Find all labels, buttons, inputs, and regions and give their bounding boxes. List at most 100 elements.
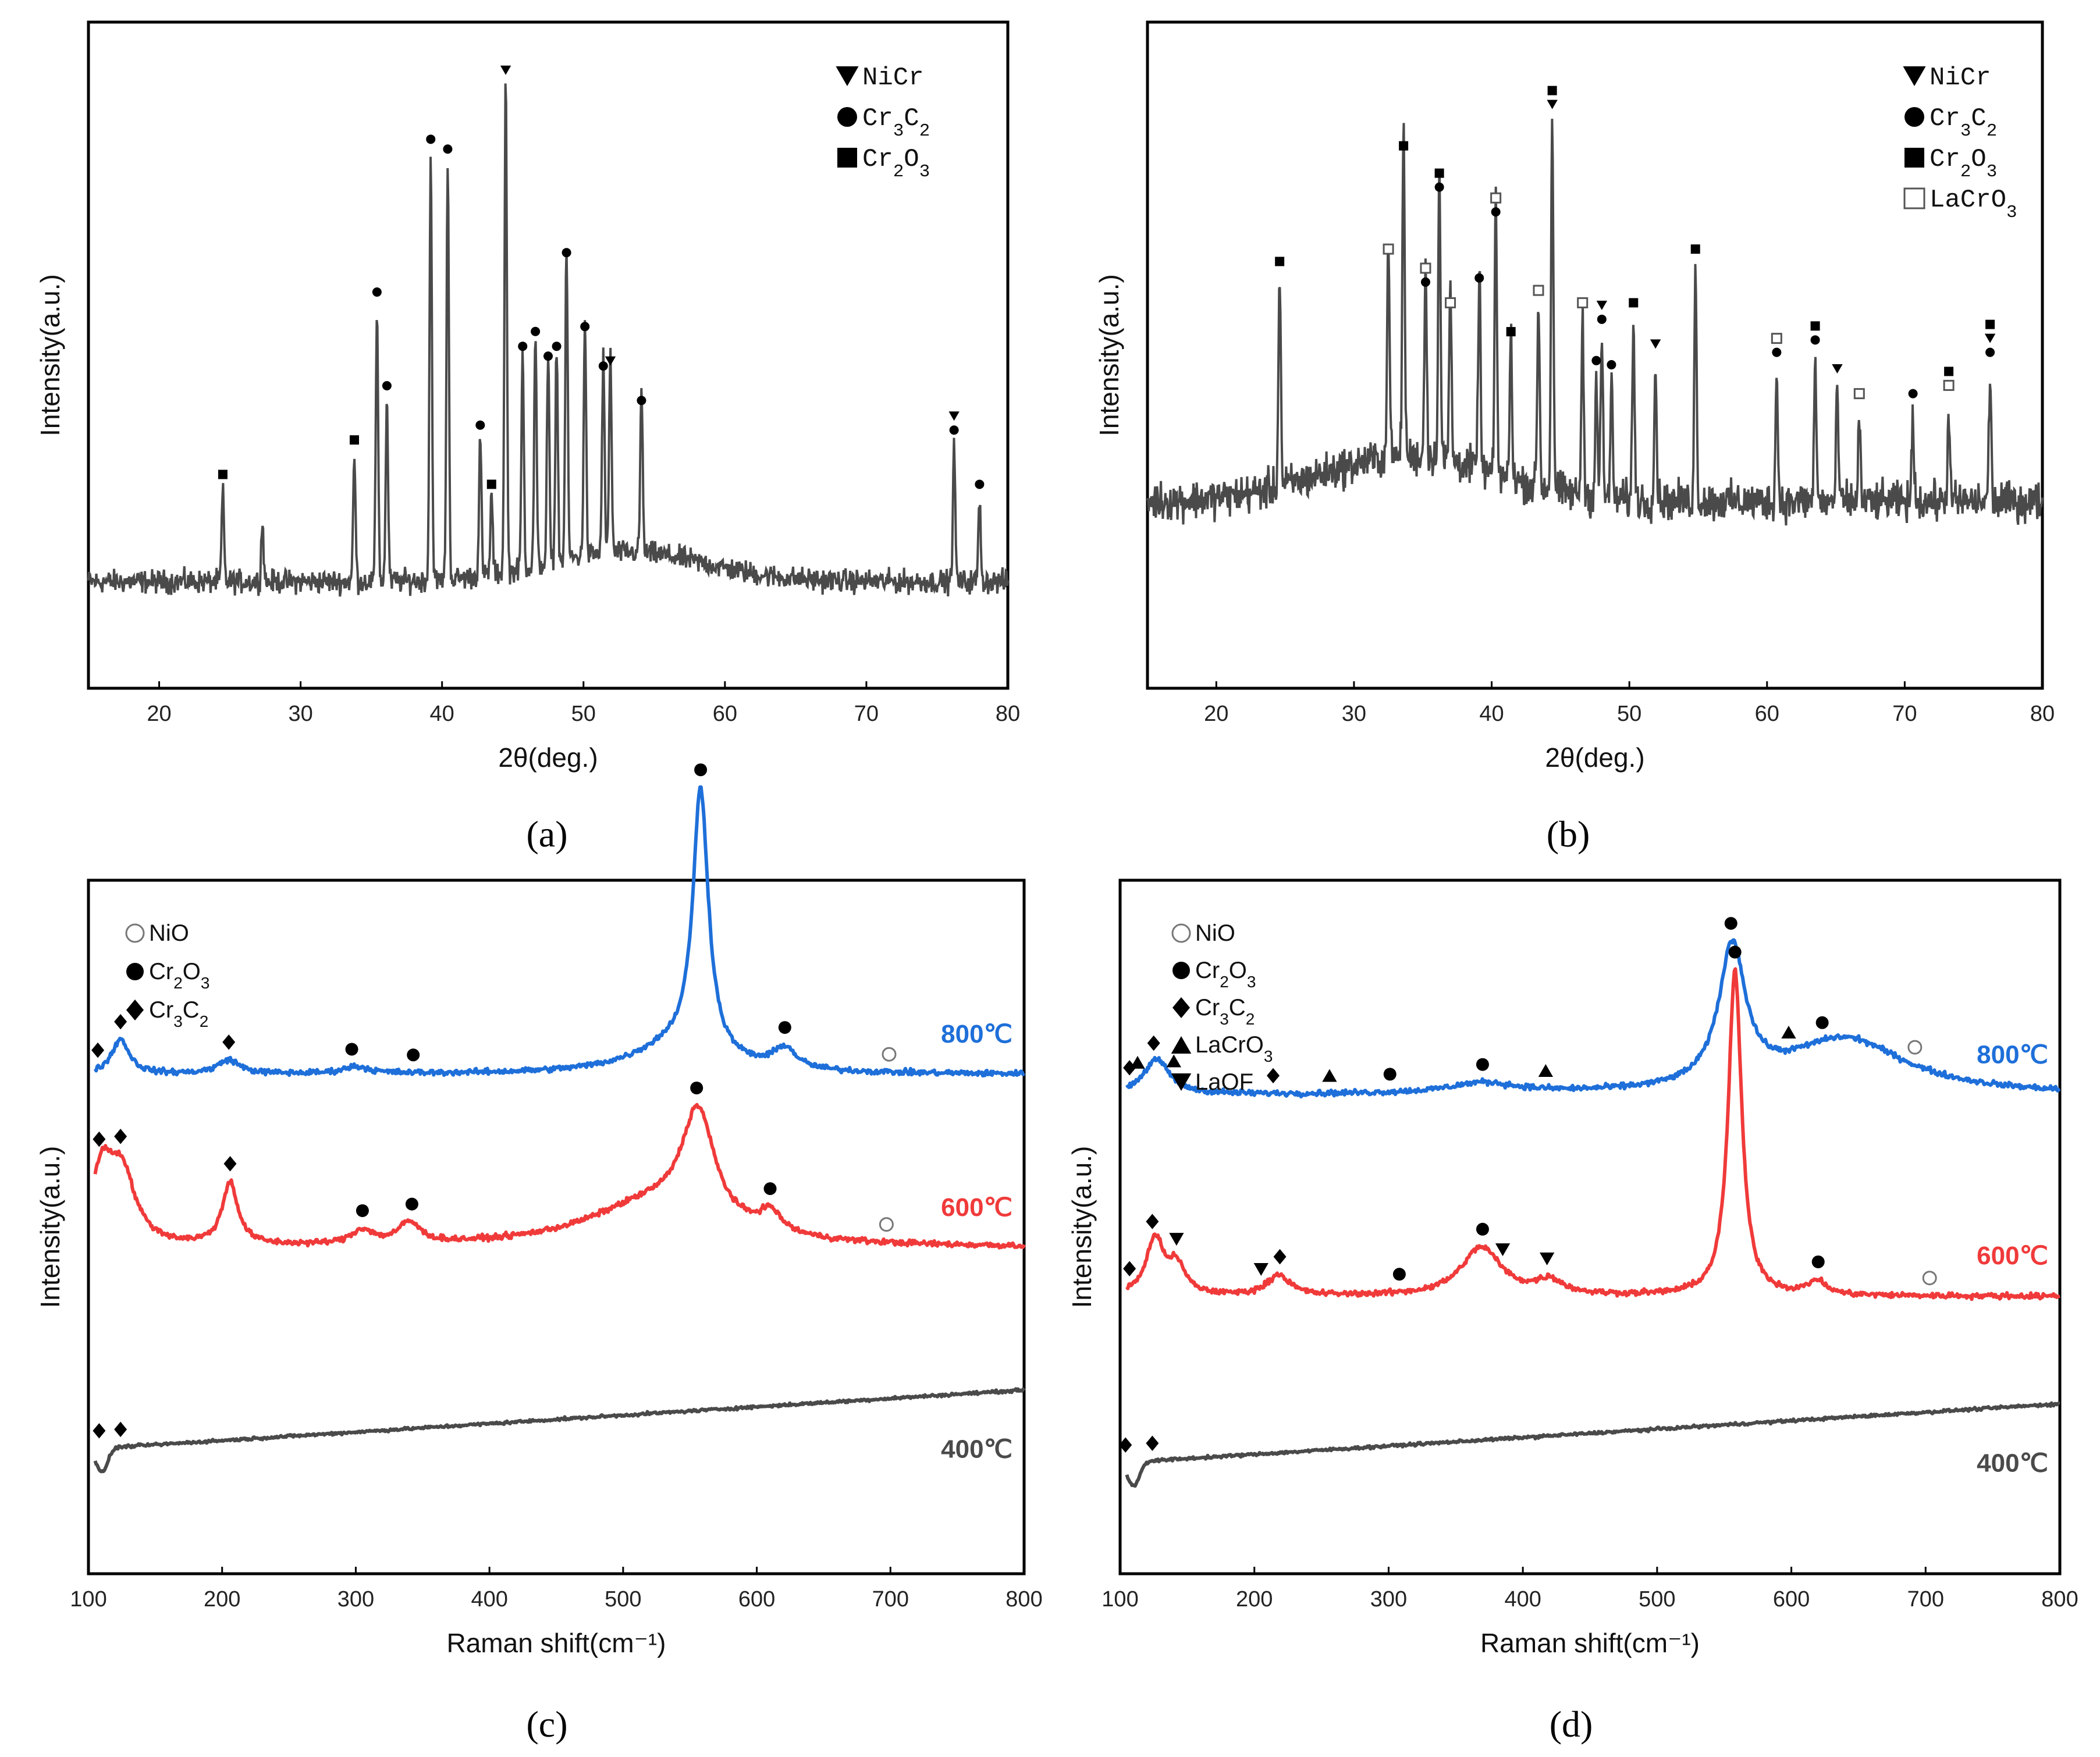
x-axis-label: 2θ(deg.)	[498, 742, 598, 773]
peak-marker-circle	[382, 380, 392, 390]
plot-frame	[87, 20, 1010, 690]
raman-marker-down-triangle	[1495, 1243, 1511, 1257]
peak-marker-square	[1810, 321, 1820, 331]
x-tick-label: 700	[1907, 1587, 1944, 1612]
legend-label: LaCrO3	[1930, 186, 2017, 223]
peak-marker-down-triangle	[1547, 99, 1558, 109]
x-tick-label: 80	[2030, 702, 2055, 726]
plot-frame	[87, 879, 1026, 1575]
peak-marker-circle	[1908, 389, 1918, 399]
raman-marker-circle	[356, 1204, 369, 1217]
raman-panel: 100 200 300 400 500 600 700 800 Raman shift(cm⁻¹…	[1067, 879, 2078, 1745]
peak-marker-circle	[975, 479, 985, 489]
raman-marker-circle	[690, 1082, 703, 1095]
raman-marker-diamond	[1146, 1214, 1159, 1229]
x-tick-label: 300	[337, 1587, 374, 1612]
raman-marker-circle	[778, 1021, 791, 1034]
legend-label: Cr3C2	[149, 997, 208, 1030]
peak-marker-circle	[552, 342, 562, 351]
peak-marker-circle	[1474, 273, 1484, 283]
legend-label: LaCrO3	[1195, 1032, 1273, 1065]
raman-marker-diamond	[93, 1131, 106, 1147]
x-tick-label: 20	[147, 702, 171, 726]
peak-marker-square	[1547, 86, 1557, 95]
peak-marker-circle	[562, 248, 571, 258]
temperature-label: 600℃	[941, 1193, 1012, 1222]
x-axis-label: Raman shift(cm⁻¹)	[1480, 1628, 1700, 1658]
peak-marker-circle	[518, 342, 528, 351]
raman-marker-open-circle	[1907, 1040, 1923, 1055]
x-tick-label: 70	[854, 702, 879, 726]
peak-marker-circle	[1491, 207, 1501, 217]
x-tick-label: 800	[1005, 1587, 1042, 1612]
peak-marker-circle	[580, 322, 590, 332]
peak-marker-circle	[443, 144, 453, 154]
panel-letter: (c)	[526, 1703, 567, 1745]
raman-marker-diamond	[114, 1013, 127, 1030]
peak-marker-circle	[1591, 355, 1601, 365]
x-tick-label: 700	[872, 1587, 909, 1612]
x-tick-label: 50	[571, 702, 596, 726]
peak-marker-circle	[598, 361, 608, 371]
x-tick-label: 400	[471, 1587, 507, 1612]
peak-marker-circle	[1810, 335, 1820, 345]
peak-marker-down-triangle	[500, 65, 511, 75]
legend-marker-diamond	[1172, 997, 1190, 1018]
peak-marker-square	[1506, 327, 1516, 337]
peak-marker-circle	[475, 420, 485, 430]
x-tick-label: 30	[1342, 702, 1366, 726]
legend-label: Cr3C2	[862, 104, 930, 141]
legend-marker-square	[1904, 148, 1924, 168]
raman-marker-diamond	[93, 1423, 106, 1439]
x-tick-label: 100	[70, 1587, 106, 1612]
raman-panel: 100 200 300 400 500 600 700 800 Raman shift(cm⁻¹…	[35, 763, 1043, 1745]
raman-marker-circle	[1811, 1255, 1825, 1268]
raman-marker-diamond	[1147, 1035, 1160, 1051]
peak-marker-circle	[1597, 314, 1607, 324]
raman-marker-circle	[1724, 917, 1737, 930]
peak-marker-open-square	[1383, 243, 1394, 255]
raman-trace-0	[1125, 938, 2061, 1099]
raman-trace-1	[1125, 967, 2061, 1301]
peak-marker-square	[1399, 141, 1409, 151]
peak-marker-circle	[1985, 347, 1995, 357]
x-tick-label: 400	[1504, 1587, 1541, 1612]
x-tick-label: 40	[430, 702, 454, 726]
panel-letter: (d)	[1550, 1703, 1593, 1745]
legend-marker-square	[837, 148, 857, 168]
peak-marker-circle	[543, 351, 553, 361]
legend-label: Cr3C2	[1195, 995, 1255, 1028]
peak-marker-circle	[372, 287, 382, 297]
raman-marker-circle	[345, 1043, 358, 1056]
peak-marker-circle	[949, 425, 959, 435]
peak-marker-circle	[426, 134, 436, 144]
peak-marker-down-triangle	[1832, 364, 1843, 374]
temperature-label: 800℃	[941, 1020, 1012, 1048]
peak-marker-square	[1629, 298, 1639, 308]
x-tick-label: 70	[1892, 702, 1917, 726]
peak-marker-circle	[1434, 182, 1444, 192]
x-axis-label: Raman shift(cm⁻¹)	[447, 1628, 666, 1658]
raman-marker-up-triangle	[1166, 1054, 1181, 1068]
xrd-trace	[1146, 119, 2044, 526]
raman-marker-circle	[1383, 1068, 1397, 1081]
x-tick-label: 500	[605, 1587, 641, 1612]
y-axis-label: Intensity(a.u.)	[35, 1146, 65, 1308]
legend-label: NiCr	[862, 63, 924, 93]
legend-label: NiO	[1195, 920, 1235, 946]
raman-marker-diamond	[1267, 1068, 1280, 1084]
plot-frame	[1146, 20, 2044, 690]
x-tick-label: 600	[738, 1587, 775, 1612]
raman-marker-down-triangle	[1169, 1233, 1184, 1246]
raman-marker-diamond	[1119, 1437, 1132, 1453]
raman-marker-circle	[1476, 1222, 1489, 1236]
legend-marker-circle	[1904, 107, 1924, 127]
x-tick-label: 600	[1773, 1587, 1810, 1612]
raman-marker-diamond	[91, 1042, 105, 1058]
peak-marker-open-square	[1420, 262, 1431, 274]
legend-marker-down-triangle	[1903, 66, 1926, 86]
peak-marker-square	[1434, 168, 1444, 178]
x-tick-label: 50	[1617, 702, 1641, 726]
peak-marker-down-triangle	[1984, 333, 1996, 343]
